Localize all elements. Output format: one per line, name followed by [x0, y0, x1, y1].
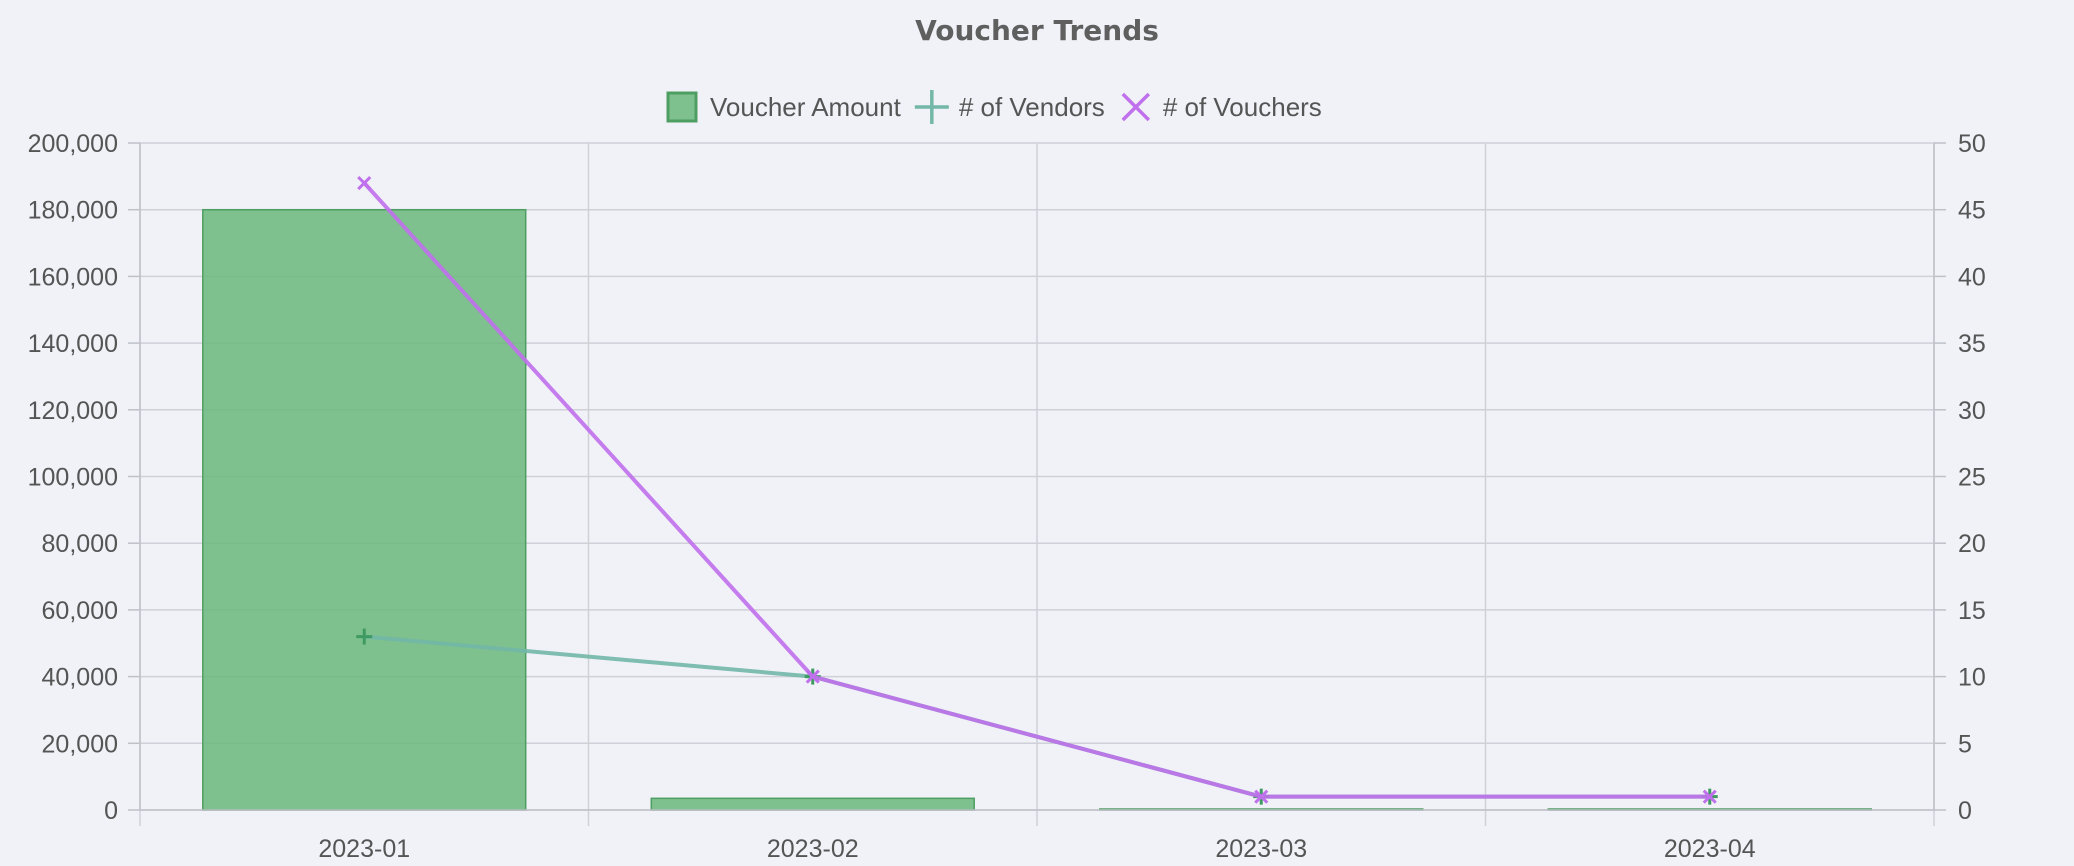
right-y-tick-label: 0: [1958, 797, 1972, 825]
cross-marker-b: [1702, 789, 1717, 804]
right-y-tick-label: 35: [1958, 330, 1986, 358]
left-y-tick-label: 40,000: [42, 664, 118, 692]
legend-label: Voucher Amount: [710, 92, 902, 122]
point-of-vouchers: [1254, 789, 1269, 804]
cross-marker-b: [805, 669, 820, 684]
right-y-tick-label: 15: [1958, 597, 1986, 625]
legend-item-voucher-amount: Voucher Amount: [666, 91, 902, 123]
chart-legend: Voucher Amount # of Vendors # of Vouchers: [666, 90, 1322, 124]
legend-item-of-vouchers: # of Vouchers: [1121, 92, 1322, 122]
left-y-tick-label: 160,000: [28, 263, 118, 291]
right-y-tick-label: 40: [1958, 263, 1986, 291]
legend-cross-b: [1121, 92, 1151, 122]
bar-voucher-amount: [650, 797, 975, 811]
x-tick-label: 2023-02: [767, 835, 859, 863]
right-y-tick-label: 50: [1958, 130, 1986, 158]
line-of-vouchers: [362, 181, 1710, 799]
cross-marker-b: [1254, 789, 1269, 804]
point-of-vouchers: [357, 175, 372, 191]
bars-group: [202, 208, 1872, 811]
left-y-tick-label: 120,000: [28, 397, 118, 425]
legend-item-of-vendors: # of Vendors: [914, 90, 1105, 124]
right-y-tick-label: 5: [1958, 730, 1972, 758]
right-y-tick-label: 30: [1958, 397, 1986, 425]
left-y-tick-label: 180,000: [28, 197, 118, 225]
x-tick-label: 2023-04: [1664, 835, 1756, 863]
left-y-tick-label: 0: [104, 797, 118, 825]
bar-voucher-amount: [202, 208, 527, 811]
left-y-tick-label: 100,000: [28, 464, 118, 492]
right-y-tick-label: 20: [1958, 530, 1986, 558]
axes-group: 0 0 20,000 5 40,000 10 60,000 15 80,000 20 100,000…: [28, 130, 1986, 863]
right-y-tick-label: 45: [1958, 197, 1986, 225]
point-of-vouchers: [1702, 789, 1717, 804]
legend-swatch-bar: [666, 91, 698, 123]
legend-label: # of Vendors: [959, 92, 1105, 122]
legend-label: # of Vouchers: [1163, 92, 1322, 122]
x-tick-label: 2023-03: [1215, 835, 1307, 863]
left-y-tick-label: 60,000: [42, 597, 118, 625]
lines-group: [356, 175, 1718, 805]
cross-marker-b: [357, 175, 372, 191]
x-tick-label: 2023-01: [318, 835, 410, 863]
left-y-tick-label: 80,000: [42, 530, 118, 558]
point-of-vouchers: [805, 669, 820, 684]
left-y-tick-label: 200,000: [28, 130, 118, 158]
right-y-tick-label: 25: [1958, 464, 1986, 492]
point-of-vendors: [356, 628, 373, 645]
left-y-tick-label: 20,000: [42, 730, 118, 758]
chart-title: Voucher Trends: [915, 14, 1159, 47]
left-y-tick-label: 140,000: [28, 330, 118, 358]
right-y-tick-label: 10: [1958, 664, 1986, 692]
